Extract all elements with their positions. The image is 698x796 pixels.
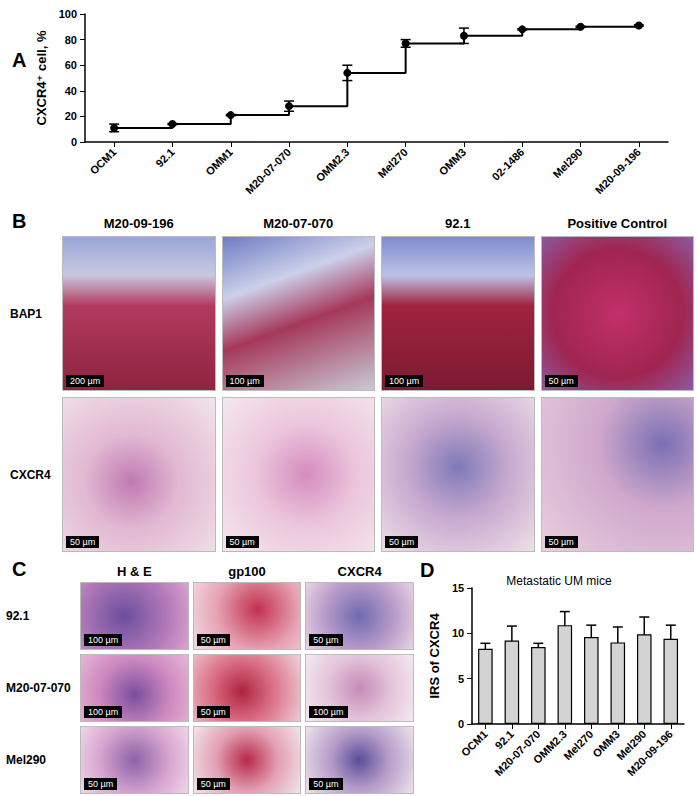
svg-text:100: 100 [59,8,77,20]
svg-text:20: 20 [65,110,77,122]
html-text:100 µm: 100 µm [229,376,260,386]
html-text:H & E: H & E [117,564,152,579]
html-text:C: C [12,558,27,580]
html-text:100 µm: 100 µm [389,376,420,386]
html-text:200 µm: 200 µm [70,376,101,386]
html-text:50 µm: 50 µm [200,779,226,789]
svg-text:0: 0 [458,718,464,730]
svg-text:Metastatic UM mice: Metastatic UM mice [506,574,612,588]
html-text:92.1: 92.1 [6,609,30,623]
svg-text:92.1: 92.1 [153,146,177,170]
svg-text:OCM1: OCM1 [87,146,118,177]
svg-text:M20-09-196: M20-09-196 [593,146,643,196]
html-text:CXCR4: CXCR4 [10,467,51,482]
svg-text:OMM3: OMM3 [590,727,622,760]
html-text:50 µm: 50 µm [389,537,415,547]
svg-text:Mel290: Mel290 [614,727,649,763]
svg-text:IRS of CXCR4: IRS of CXCR4 [427,613,442,699]
html-text:50 µm: 50 µm [548,537,574,547]
html-text:50 µm: 50 µm [548,376,574,386]
svg-text:Mel270: Mel270 [375,146,409,180]
svg-text:A: A [12,49,26,71]
svg-text:15: 15 [452,582,464,594]
svg-text:0: 0 [71,136,77,148]
html-text:BAP1: BAP1 [10,306,42,321]
html-text:100 µm: 100 µm [88,635,119,645]
html-text:gp100: gp100 [228,564,266,579]
svg-text:OCM1: OCM1 [459,728,490,759]
html-text:50 µm: 50 µm [200,635,226,645]
svg-text:40: 40 [65,85,77,97]
svg-text:OMM1: OMM1 [203,146,235,178]
svg-text:OMM3: OMM3 [436,146,468,178]
html-text:M20-07-070: M20-07-070 [6,681,71,695]
svg-text:10: 10 [452,627,464,639]
html-text:100 µm: 100 µm [313,707,344,717]
svg-text:M20-09-196: M20-09-196 [625,728,675,778]
svg-text:Mel270: Mel270 [561,728,595,762]
html-text:CXCR4: CXCR4 [337,564,382,579]
html-text:B: B [12,210,27,232]
html-text:Mel290: Mel290 [6,753,46,767]
html-text:92.1: 92.1 [445,216,471,231]
svg-text:5: 5 [458,673,464,685]
svg-text:Mel290: Mel290 [550,146,584,180]
html-text:Positive Control: Positive Control [567,216,668,231]
html-text:100 µm: 100 µm [88,707,119,717]
svg-text:92.1: 92.1 [492,728,516,752]
html-text:50 µm: 50 µm [88,779,114,789]
svg-text:60: 60 [65,59,77,71]
html-text:50 µm: 50 µm [200,707,226,717]
svg-text:OMM2.3: OMM2.3 [313,146,351,184]
svg-text:80: 80 [65,34,77,46]
svg-text:CXCR4⁺ cell, %: CXCR4⁺ cell, % [34,30,49,125]
svg-text:M20-07-070: M20-07-070 [243,146,293,196]
svg-text:D: D [420,559,434,581]
svg-text:M20-07-070: M20-07-070 [492,727,543,779]
html-text:50 µm: 50 µm [313,635,339,645]
html-text:M20-09-196: M20-09-196 [103,216,174,231]
html-text:M20-07-070: M20-07-070 [263,216,334,231]
html-text:50 µm: 50 µm [70,537,96,547]
svg-text:02-1486: 02-1486 [490,146,527,183]
html-text:50 µm: 50 µm [229,537,255,547]
svg-text:OMM2.3: OMM2.3 [531,728,569,766]
html-text:50 µm: 50 µm [313,779,339,789]
